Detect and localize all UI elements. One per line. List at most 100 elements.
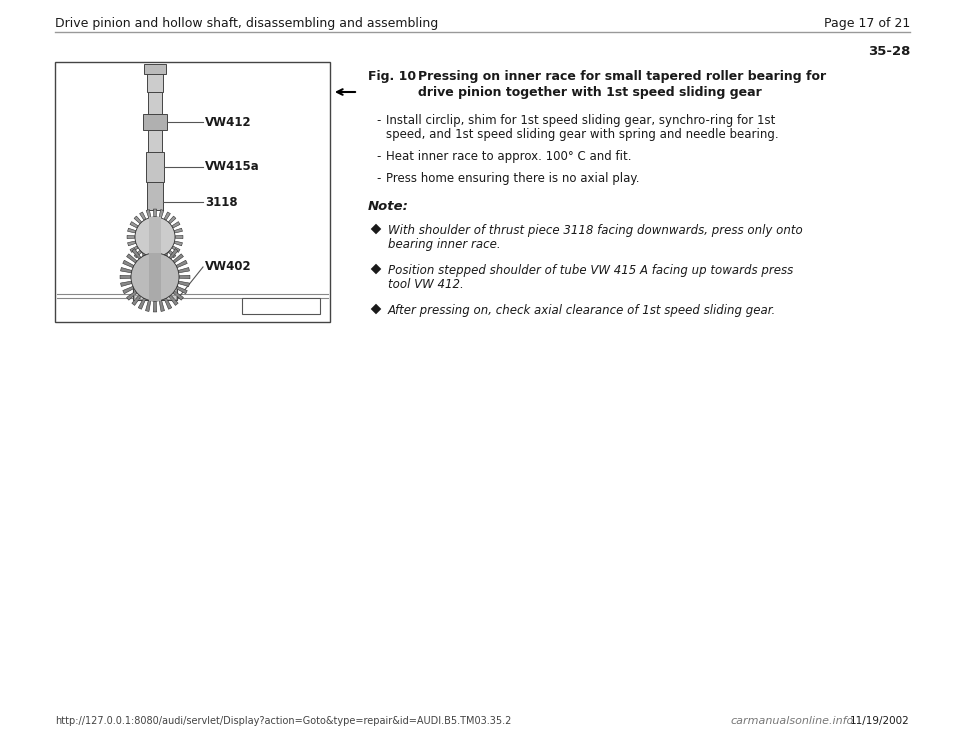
Polygon shape (121, 268, 132, 273)
Polygon shape (128, 229, 136, 233)
Polygon shape (168, 216, 176, 224)
Polygon shape (175, 235, 183, 239)
Polygon shape (159, 243, 164, 254)
Bar (133, 280, 177, 300)
Bar (149, 256, 161, 266)
Bar (143, 114, 167, 130)
Text: V35-1412: V35-1412 (255, 301, 306, 311)
Polygon shape (146, 243, 151, 254)
Text: Press home ensuring there is no axial play.: Press home ensuring there is no axial pl… (386, 172, 639, 185)
Text: VW412: VW412 (205, 116, 252, 128)
Polygon shape (139, 212, 146, 220)
Circle shape (131, 253, 179, 301)
Text: -: - (376, 172, 380, 185)
Polygon shape (174, 229, 182, 233)
Text: Fig. 10: Fig. 10 (368, 70, 416, 83)
Polygon shape (173, 254, 183, 263)
Polygon shape (176, 286, 187, 294)
Text: Page 17 of 21: Page 17 of 21 (824, 17, 910, 30)
Circle shape (135, 217, 175, 257)
Polygon shape (159, 209, 164, 218)
Polygon shape (168, 250, 176, 258)
Polygon shape (123, 286, 134, 294)
Polygon shape (154, 209, 156, 217)
Polygon shape (130, 222, 138, 228)
Polygon shape (127, 235, 135, 239)
Text: 3118: 3118 (205, 195, 238, 209)
Bar (154, 267, 155, 279)
Polygon shape (179, 275, 190, 279)
Text: -: - (376, 150, 380, 163)
Polygon shape (179, 268, 189, 273)
Text: tool VW 412.: tool VW 412. (388, 278, 464, 291)
Bar (148, 92, 162, 114)
Bar (168, 267, 169, 279)
Polygon shape (371, 304, 381, 314)
Bar (149, 217, 161, 257)
Bar (55, 62, 330, 322)
Polygon shape (120, 275, 131, 279)
Polygon shape (146, 256, 151, 264)
Bar (141, 266, 169, 280)
Polygon shape (121, 281, 132, 286)
Polygon shape (127, 291, 137, 301)
Bar (152, 267, 153, 279)
Polygon shape (134, 250, 142, 258)
Text: Pressing on inner race for small tapered roller bearing for: Pressing on inner race for small tapered… (418, 70, 827, 83)
Polygon shape (159, 300, 164, 312)
Text: 35-28: 35-28 (868, 45, 910, 58)
Text: http://127.0.0.1:8080/audi/servlet/Display?action=Goto&type=repair&id=AUDI.B5.TM: http://127.0.0.1:8080/audi/servlet/Displ… (55, 716, 512, 726)
Polygon shape (154, 242, 156, 253)
Polygon shape (128, 241, 136, 246)
Text: carmanualsonline.info: carmanualsonline.info (730, 716, 853, 726)
Polygon shape (146, 300, 151, 312)
Text: Position stepped shoulder of tube VW 415 A facing up towards press: Position stepped shoulder of tube VW 415… (388, 264, 793, 277)
Polygon shape (146, 209, 151, 218)
Polygon shape (179, 281, 189, 286)
Bar (144, 267, 145, 279)
Bar (142, 267, 143, 279)
Polygon shape (138, 245, 146, 256)
Text: Heat inner race to approx. 100° C and fit.: Heat inner race to approx. 100° C and fi… (386, 150, 632, 163)
Polygon shape (371, 264, 381, 274)
Polygon shape (176, 260, 187, 268)
Bar (146, 267, 147, 279)
Bar (150, 267, 151, 279)
Bar (162, 267, 163, 279)
Polygon shape (130, 246, 138, 252)
Polygon shape (172, 246, 180, 252)
Bar (149, 253, 161, 301)
Bar (158, 267, 159, 279)
Text: After pressing on, check axial clearance of 1st speed sliding gear.: After pressing on, check axial clearance… (388, 304, 777, 317)
Bar (166, 267, 167, 279)
Polygon shape (371, 224, 381, 234)
Text: With shoulder of thrust piece 3118 facing downwards, press only onto: With shoulder of thrust piece 3118 facin… (388, 224, 803, 237)
Polygon shape (139, 254, 146, 262)
Bar (146, 152, 164, 182)
Polygon shape (154, 257, 156, 265)
Polygon shape (169, 249, 179, 259)
Polygon shape (132, 295, 141, 306)
Polygon shape (164, 245, 172, 256)
Bar (160, 267, 161, 279)
Polygon shape (174, 241, 182, 246)
Text: VW415a: VW415a (205, 160, 260, 174)
Text: Install circlip, shim for 1st speed sliding gear, synchro-ring for 1st: Install circlip, shim for 1st speed slid… (386, 114, 776, 127)
Bar (164, 267, 165, 279)
Bar (148, 130, 162, 152)
Text: VW402: VW402 (205, 260, 252, 274)
Bar (147, 182, 163, 210)
Polygon shape (132, 249, 141, 259)
Polygon shape (164, 298, 172, 309)
Bar (144, 64, 166, 74)
Polygon shape (154, 301, 156, 312)
Polygon shape (164, 212, 171, 220)
Polygon shape (127, 254, 137, 263)
Bar (242, 298, 320, 314)
Bar (148, 267, 149, 279)
Text: drive pinion together with 1st speed sliding gear: drive pinion together with 1st speed sli… (418, 86, 761, 99)
Text: bearing inner race.: bearing inner race. (388, 238, 500, 251)
Text: -: - (376, 114, 380, 127)
Polygon shape (172, 222, 180, 228)
Polygon shape (164, 254, 171, 262)
